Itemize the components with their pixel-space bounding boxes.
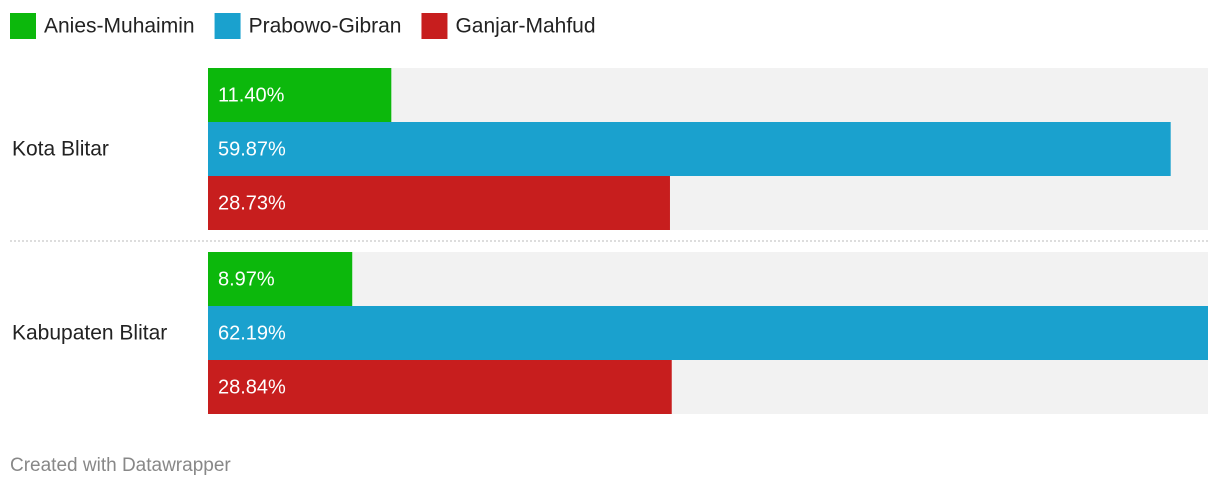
value-label: 28.73% [218,192,286,214]
legend-label: Prabowo-Gibran [249,15,402,38]
credit: Created with Datawrapper [10,455,231,476]
legend-swatch [421,13,448,39]
category-label: Kabupaten Blitar [12,322,167,345]
bar [208,122,1171,176]
bar [208,306,1208,360]
value-label: 62.19% [218,322,286,344]
legend-swatch [10,13,36,39]
legend-swatch [214,13,241,39]
bar [208,68,392,122]
bar [208,252,353,306]
bar [208,360,672,414]
bar [208,176,670,230]
legend-label: Anies-Muhaimin [44,15,195,38]
value-label: 11.40% [218,84,285,106]
category-label: Kota Blitar [12,138,109,161]
value-label: 8.97% [218,268,275,290]
value-label: 28.84% [218,376,286,398]
value-label: 59.87% [218,138,286,160]
legend-label: Ganjar-Mahfud [455,15,595,38]
